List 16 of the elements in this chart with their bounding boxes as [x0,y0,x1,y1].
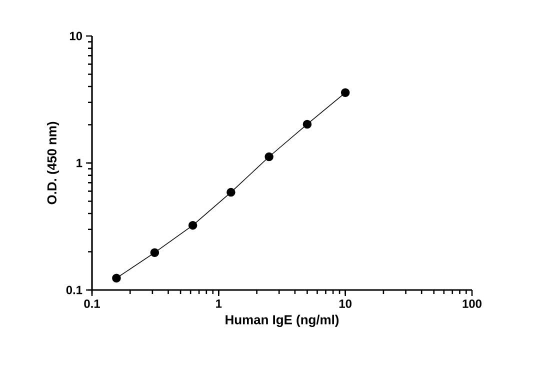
point [340,88,350,98]
point [150,248,160,257]
point [112,274,121,283]
point [302,120,312,129]
y-tick-label: 0.1 [66,286,82,294]
y-tick-label: 1 [76,158,82,168]
point [226,188,236,197]
x-tick-label: 100 [462,299,482,308]
y-tick-label: 10 [70,32,82,40]
x-tick-label: 1 [216,299,222,308]
point [188,220,198,230]
point [264,152,274,162]
x-axis-title: Human IgE (ng/ml) [226,314,339,327]
y-axis-title: O.D. (450 nm) [46,122,60,204]
x-tick-label: 0.1 [84,299,100,308]
x-tick-label: 10 [339,299,352,308]
